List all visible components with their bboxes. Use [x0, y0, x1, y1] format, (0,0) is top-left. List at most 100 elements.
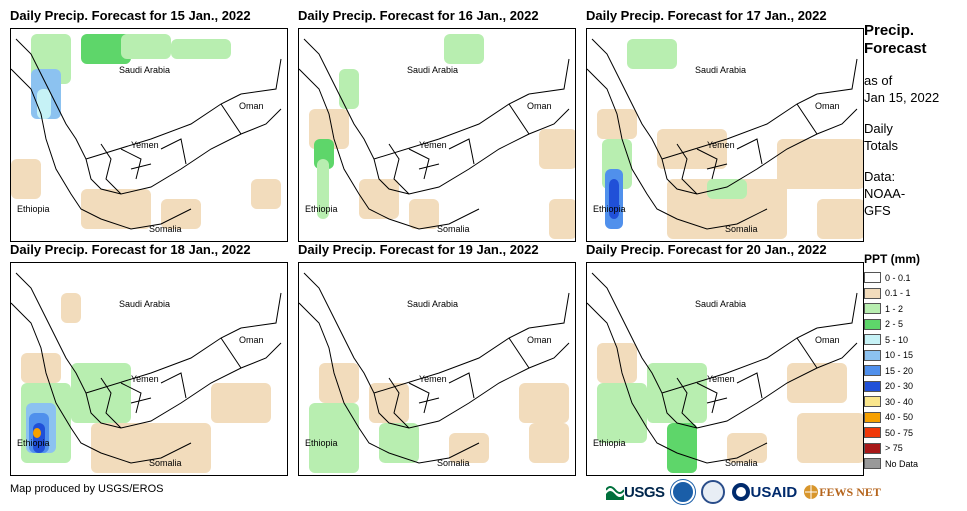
precip-area: [71, 363, 131, 423]
border-line: [816, 292, 858, 329]
map-country-label: Saudi Arabia: [119, 65, 170, 75]
border-line: [100, 377, 122, 429]
precip-map: Saudi Arabia Oman Yemen Ethiopia Somalia: [298, 28, 576, 242]
legend-item: > 75: [864, 441, 964, 457]
precip-area: [359, 179, 399, 219]
precip-area: [211, 383, 271, 423]
map-canvas: Saudi Arabia Oman Yemen Ethiopia Somalia: [11, 34, 282, 234]
usgs-text: USGS: [624, 483, 665, 501]
border-line: [299, 302, 480, 464]
map-canvas: Saudi Arabia Oman Yemen Ethiopia Somalia: [587, 272, 863, 473]
map-country-label: Somalia: [437, 224, 470, 234]
precip-area: [519, 383, 569, 423]
panel-title: Daily Precip. Forecast for 18 Jan., 2022: [10, 242, 251, 257]
map-country-label: Saudi Arabia: [695, 299, 746, 309]
usgs-wave-icon: [606, 486, 624, 500]
border-line: [373, 327, 530, 394]
legend-item: 5 - 10: [864, 332, 964, 348]
border-line: [418, 163, 440, 170]
precip-area: [37, 89, 51, 119]
border-line: [706, 397, 728, 404]
precip-area: [609, 179, 619, 219]
precip-area: [409, 199, 439, 229]
border-line: [587, 302, 768, 464]
border-line: [408, 148, 430, 180]
usaid-seal-icon: [731, 483, 750, 501]
map-country-label: Oman: [527, 101, 552, 111]
precip-map: Saudi Arabia Oman Yemen Ethiopia Somalia: [586, 262, 864, 476]
border-line: [130, 397, 152, 404]
panel-title: Daily Precip. Forecast for 20 Jan., 2022: [586, 242, 827, 257]
map-country-label: Yemen: [131, 140, 159, 150]
border-line: [448, 138, 475, 165]
legend-label: 20 - 30: [885, 381, 914, 392]
border-line: [303, 272, 570, 429]
map-canvas: Saudi Arabia Oman Yemen Ethiopia Somalia: [299, 34, 575, 239]
map-country-label: Somalia: [725, 458, 758, 468]
legend-item: 2 - 5: [864, 317, 964, 333]
legend-swatch: [864, 318, 881, 330]
precip-area: [597, 109, 637, 139]
map-country-label: Somalia: [725, 224, 758, 234]
precip-area: [817, 199, 863, 239]
map-country-label: Somalia: [149, 224, 182, 234]
border-line: [85, 327, 242, 394]
precip-area: [727, 433, 767, 463]
precip-map: Saudi Arabia Oman Yemen Ethiopia Somalia: [298, 262, 576, 476]
legend-item: No Data: [864, 456, 964, 472]
map-country-label: Ethiopia: [17, 204, 50, 214]
precip-area: [597, 343, 637, 383]
border-line: [528, 292, 570, 329]
map-canvas: Saudi Arabia Oman Yemen Ethiopia Somalia: [299, 272, 570, 473]
precip-map: Saudi Arabia Oman Yemen Ethiopia Somalia: [10, 262, 288, 476]
precip-area: [251, 179, 281, 209]
precip-area: [529, 423, 569, 463]
precip-area: [667, 423, 697, 473]
legend-swatch: [864, 272, 881, 284]
sidebar-title: Precip. Forecast: [864, 22, 964, 58]
map-country-label: Oman: [527, 335, 552, 345]
precip-area: [121, 34, 171, 59]
precip-legend: PPT (mm) 0 - 0.1 0.1 - 1 1 - 2 2 - 5 5 - 10 1…: [864, 252, 964, 472]
map-country-label: Ethiopia: [593, 438, 626, 448]
legend-label: 1 - 2: [885, 303, 904, 314]
panel-title: Daily Precip. Forecast for 15 Jan., 2022: [10, 8, 251, 23]
forecast-panel-3: Daily Precip. Forecast for 17 Jan., 2022…: [586, 8, 864, 244]
legend-swatch: [864, 303, 881, 315]
legend-item: 10 - 15: [864, 348, 964, 364]
legend-item: 15 - 20: [864, 363, 964, 379]
precip-area: [597, 383, 647, 443]
precip-area: [61, 293, 81, 323]
border-line: [796, 103, 818, 135]
border-line: [388, 377, 410, 429]
legend-swatch: [864, 427, 881, 439]
legend-label: No Data: [885, 458, 919, 469]
precip-area: [627, 39, 677, 69]
precip-area: [647, 363, 707, 423]
forecast-panel-4: Daily Precip. Forecast for 18 Jan., 2022…: [10, 242, 288, 478]
map-country-label: Somalia: [437, 458, 470, 468]
border-line: [85, 93, 242, 160]
map-country-label: Yemen: [419, 140, 447, 150]
fews-globe-icon: [804, 485, 819, 499]
legend-item: 1 - 2: [864, 301, 964, 317]
map-country-label: Oman: [815, 101, 840, 111]
map-country-label: Somalia: [149, 458, 182, 468]
legend-label: 0.1 - 1: [885, 288, 911, 299]
totals-label: Totals: [864, 138, 898, 153]
precip-area: [33, 428, 41, 438]
precip-area: [707, 179, 747, 199]
legend-swatch: [864, 458, 881, 470]
precip-area: [657, 129, 727, 169]
map-country-label: Saudi Arabia: [695, 65, 746, 75]
legend-swatch: [864, 380, 881, 392]
border-line: [160, 372, 187, 399]
legend-swatch: [864, 411, 881, 423]
legend-label: 0 - 0.1: [885, 272, 911, 283]
map-country-label: Saudi Arabia: [407, 65, 458, 75]
border-line: [591, 272, 858, 429]
precip-area: [81, 189, 151, 229]
legend-label: 15 - 20: [885, 365, 914, 376]
sidebar-title-line1: Precip.: [864, 22, 915, 39]
legend-swatch: [864, 334, 881, 346]
